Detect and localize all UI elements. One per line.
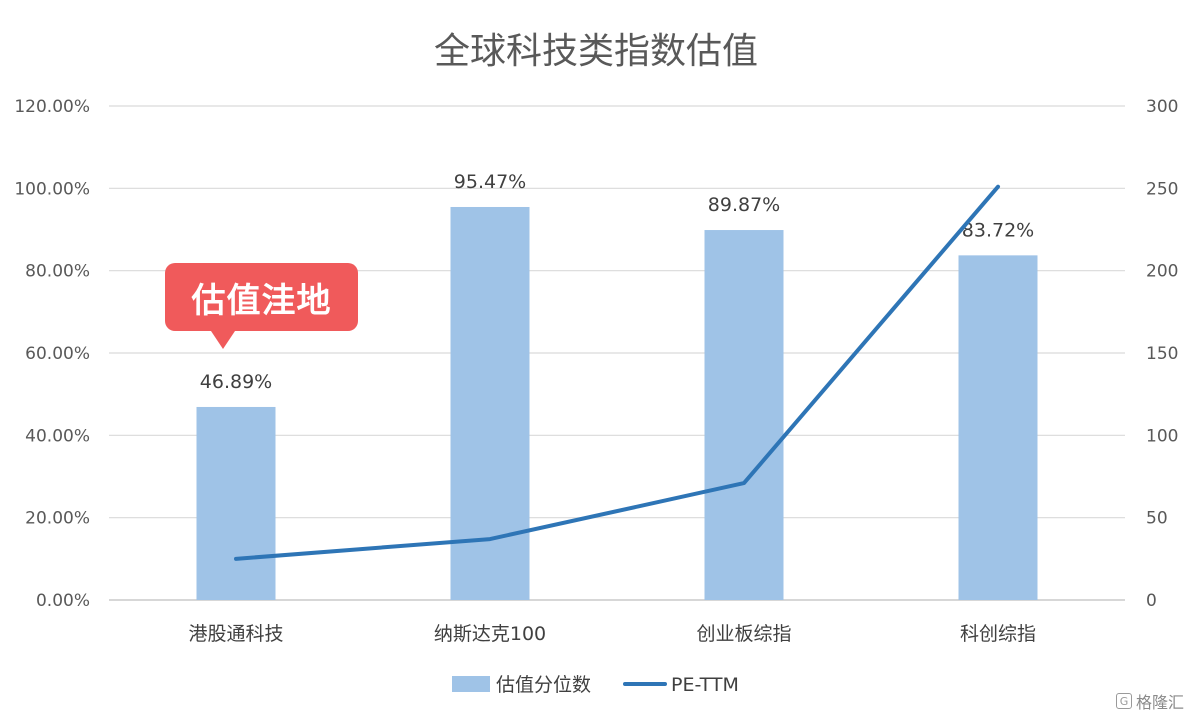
x-tick-label: 纳斯达克100 <box>434 623 546 645</box>
bar <box>958 255 1038 600</box>
left-axis: 0.00% 20.00% 40.00% 60.00% 80.00% 100.00% 120.… <box>14 97 90 611</box>
x-tick-label: 科创综指 <box>960 623 1036 645</box>
watermark-text: 格隆汇 <box>1135 693 1184 712</box>
bar <box>196 406 276 600</box>
pe-ttm-line <box>234 184 1000 561</box>
line-series <box>234 184 1000 561</box>
legend: 估值分位数 PE-TTM <box>452 674 739 696</box>
left-tick-label: 0.00% <box>36 591 90 611</box>
right-tick-label: 100 <box>1146 426 1178 446</box>
right-tick-label: 250 <box>1146 179 1178 199</box>
right-tick-label: 150 <box>1146 344 1178 364</box>
left-tick-label: 80.00% <box>25 262 90 282</box>
x-tick-label: 创业板综指 <box>696 623 791 645</box>
annotation-callout: 估值洼地 <box>165 263 358 349</box>
annotation-text: 估值洼地 <box>191 280 332 321</box>
right-tick-label: 0 <box>1146 591 1157 611</box>
chart-title: 全球科技类指数估值 <box>434 31 758 72</box>
data-label: 95.47% <box>454 171 526 193</box>
data-label: 46.89% <box>200 371 272 393</box>
legend-swatch-bar <box>452 676 490 692</box>
watermark: G 格隆汇 <box>1115 689 1184 713</box>
data-label: 89.87% <box>708 194 780 216</box>
right-tick-label: 200 <box>1146 262 1178 282</box>
left-tick-label: 100.00% <box>14 179 90 199</box>
left-tick-label: 40.00% <box>25 426 90 446</box>
left-tick-label: 60.00% <box>25 344 90 364</box>
left-tick-label: 20.00% <box>25 509 90 529</box>
x-axis: 港股通科技 纳斯达克100 创业板综指 科创综指 <box>188 623 1036 645</box>
g-logo-icon: G <box>1115 693 1132 709</box>
left-tick-label: 120.00% <box>14 97 90 117</box>
right-axis: 0 50 100 150 200 250 300 <box>1146 97 1178 611</box>
legend-label: 估值分位数 <box>496 674 591 696</box>
data-label: 83.72% <box>962 219 1034 241</box>
right-tick-label: 50 <box>1146 509 1168 529</box>
data-labels: 46.89% 95.47% 89.87% 83.72% <box>200 171 1034 393</box>
legend-label: PE-TTM <box>671 674 739 696</box>
bar <box>704 230 784 601</box>
right-tick-label: 300 <box>1146 97 1178 117</box>
x-tick-label: 港股通科技 <box>188 623 283 645</box>
